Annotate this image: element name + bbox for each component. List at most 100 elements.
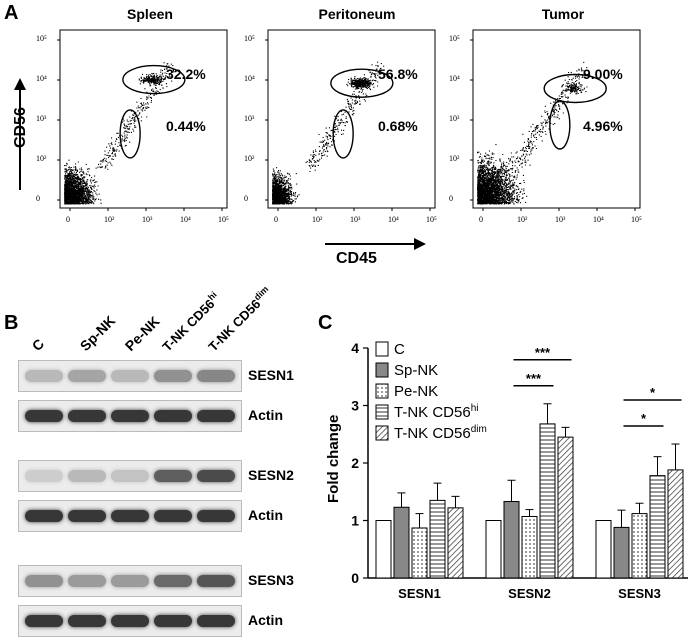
panel-c-letter: C [318,312,333,334]
flow-y-tick-label: 10² [244,154,255,163]
blot-band [111,575,149,587]
flow-plots-svg [14,29,641,250]
blot-band [68,470,106,482]
blot-strip-actin [18,605,242,637]
blot-band [25,510,63,522]
flow-title-tumor: Tumor [541,6,585,22]
legend-label: T-NK CD56hi [394,403,478,421]
flow-y-tick-label: 10² [36,154,47,163]
blot-band [154,510,192,522]
blot-band [25,615,63,627]
flow-x-tick-label: 10⁴ [593,215,604,224]
blot-band [111,410,149,422]
flow-y-tick-label: 10⁴ [36,74,47,83]
tumor-lower-gate [549,100,571,150]
flow-plot-spleen [57,29,228,211]
y-tick-label: 3 [351,398,359,414]
x-tick-label: SESN1 [398,586,441,601]
lane-label-sp-nk: Sp-NK [76,312,119,354]
blot-band [25,470,63,482]
peritoneum-upper-gate [330,68,394,98]
flow-y-tick-label: 10⁵ [449,34,460,43]
flow-title-peritoneum: Peritoneum [318,6,396,22]
flow-y-tick-label: 10⁵ [36,34,47,43]
bar-sesn2-2 [521,515,538,579]
panel-a-letter: A [4,2,19,24]
tumor-upper-gate-pct: 9.00% [583,66,623,82]
peritoneum-lower-gate [332,109,354,159]
bar-sesn3-2 [631,513,648,579]
bar-sesn3-3 [649,475,666,579]
flow-x-tick-label: 10⁴ [388,215,399,224]
flow-x-tick-label: 0 [479,215,483,224]
legend-label: Sp-NK [394,362,438,379]
flow-x-tick-label: 10⁵ [218,215,229,224]
legend-label: T-NK CD56dim [394,424,487,442]
flow-y-tick-label: 10⁵ [244,34,255,43]
significance-label: *** [526,371,542,386]
tumor-upper-gate [543,73,607,104]
lane-label-pe-nk: Pe-NK [121,312,163,354]
y-tick-label: 2 [351,455,359,471]
bar-sesn3-0 [595,520,612,579]
panel-b-letter: B [4,312,19,334]
blot-band [25,410,63,422]
legend-label: Pe-NK [394,383,438,400]
blot-band [154,575,192,587]
flow-x-tick-label: 0 [66,215,70,224]
blot-band [68,370,106,382]
significance-label: * [650,385,656,400]
blot-band [111,470,149,482]
bar-sesn1-4 [447,507,464,579]
spleen-lower-gate [119,109,141,159]
blot-band [111,370,149,382]
flow-plot-peritoneum [265,29,436,211]
flow-x-tick-label: 10⁴ [180,215,191,224]
flow-plot-tumor [470,29,641,211]
bar-sesn1-2 [411,527,428,579]
blot-strip-actin [18,500,242,532]
blot-band [197,615,235,627]
flow-x-tick-label: 0 [274,215,278,224]
blot-strip-sesn2 [18,460,242,492]
legend-swatch [375,404,389,420]
bar-sesn1-0 [375,520,392,579]
blot-band [154,370,192,382]
blot-strip-sesn1 [18,360,242,392]
flow-x-tick-label: 10⁵ [426,215,437,224]
blot-label: SESN2 [248,467,294,483]
flow-y-tick-label: 10² [449,154,460,163]
flow-x-axis-label: CD45 [336,250,377,267]
legend-swatch [375,362,389,378]
spleen-upper-gate [122,64,186,95]
blot-label: Actin [248,407,283,423]
x-tick-label: SESN3 [618,586,661,601]
legend-swatch [375,383,389,399]
blot-band [197,370,235,382]
y-tick-label: 0 [351,570,359,586]
bar-sesn2-0 [485,520,502,579]
blot-strip-actin [18,400,242,432]
blot-band [197,510,235,522]
blot-band [154,410,192,422]
bar-sesn3-4 [667,469,684,579]
tumor-lower-gate-pct: 4.96% [583,118,623,134]
x-tick-label: SESN2 [508,586,551,601]
bar-sesn2-1 [503,501,520,579]
flow-y-tick-label: 10⁴ [244,74,255,83]
flow-x-tick-label: 10² [104,215,115,224]
flow-y-tick-label: 0 [36,194,40,203]
blot-label: SESN3 [248,572,294,588]
flow-y-tick-label: 0 [244,194,248,203]
flow-y-tick-label: 10⁴ [449,74,460,83]
flow-y-axis-label: CD56 [12,107,29,148]
blot-label: Actin [248,507,283,523]
peritoneum-upper-gate-pct: 56.8% [378,66,418,82]
blot-band [154,615,192,627]
flow-x-tick-label: 10³ [555,215,566,224]
flow-y-tick-label: 10³ [36,114,47,123]
bar-sesn2-4 [557,436,574,579]
blot-band [25,575,63,587]
y-tick-label: 4 [351,340,359,356]
spleen-lower-gate-pct: 0.44% [166,118,206,134]
